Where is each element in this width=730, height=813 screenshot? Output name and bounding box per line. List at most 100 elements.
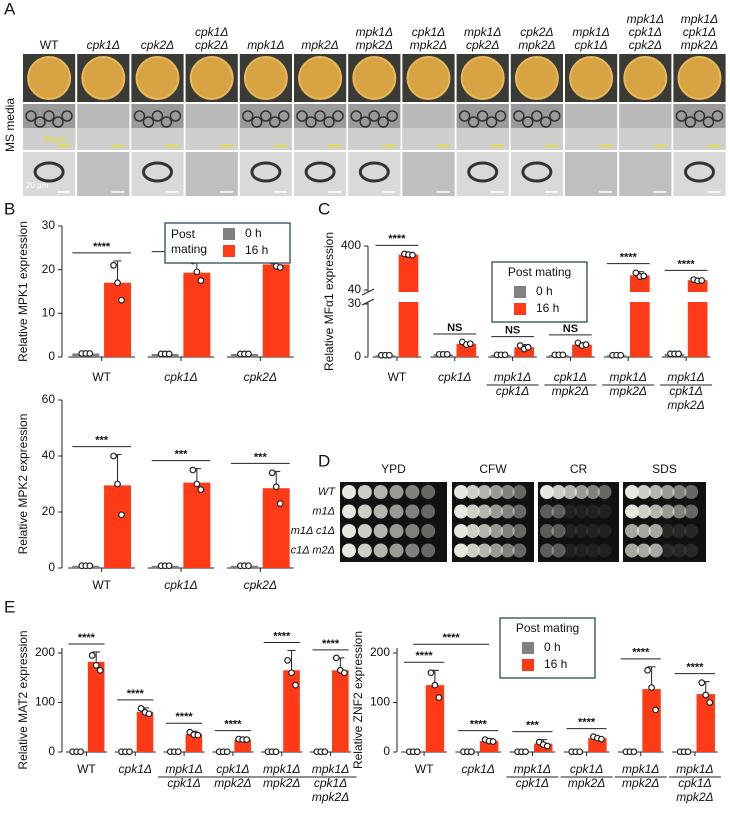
x-tick-label: mpk2Δ <box>622 776 659 790</box>
edge-agar <box>185 128 238 150</box>
edge-agar <box>565 128 618 150</box>
data-point <box>126 748 133 756</box>
significance-label: **** <box>443 632 461 644</box>
hypha <box>278 110 290 122</box>
x-tick-label: mpk1Δ <box>312 762 349 776</box>
hypha <box>485 116 498 128</box>
x-tick-label: cpk2Δ <box>244 578 277 592</box>
spot <box>373 504 388 519</box>
spot <box>574 543 589 558</box>
strain-label: mpk2Δ <box>518 38 555 52</box>
x-tick-label: cpk1Δ <box>462 762 495 776</box>
hypha <box>531 110 543 122</box>
spot <box>489 524 503 538</box>
legend-label: 16 h <box>245 243 268 257</box>
spot <box>489 543 503 558</box>
spot <box>389 543 404 558</box>
data-point <box>321 748 329 756</box>
legend-swatch <box>522 659 534 671</box>
hypha <box>133 110 146 122</box>
y-tick-label: 20 <box>42 504 56 518</box>
hypha <box>332 110 344 122</box>
data-point <box>245 350 252 358</box>
spot <box>500 543 515 558</box>
colony <box>81 56 126 100</box>
data-point <box>272 748 280 756</box>
spot <box>574 524 589 538</box>
significance-label: NS <box>505 325 520 337</box>
bar <box>642 689 661 752</box>
bar <box>183 482 211 568</box>
spot <box>421 504 436 519</box>
hypha <box>684 116 697 128</box>
x-tick-label: cpk1Δ <box>554 370 587 384</box>
spot <box>672 504 687 519</box>
bar <box>183 272 211 357</box>
cell-cluster <box>521 161 553 183</box>
spot <box>454 543 468 558</box>
spot <box>540 524 554 538</box>
spot <box>551 504 566 519</box>
strain-label: cpk1Δ <box>629 25 662 39</box>
spot <box>512 543 527 558</box>
data-point <box>110 452 117 460</box>
significance-label: *** <box>254 451 268 463</box>
significance-label: **** <box>686 662 704 674</box>
legend-swatch <box>514 303 526 315</box>
spot <box>477 504 492 519</box>
data-point <box>292 681 299 689</box>
hypha <box>494 110 507 122</box>
spot <box>648 485 663 499</box>
spot <box>477 485 492 499</box>
data-point <box>118 296 125 304</box>
strain-label: cpk2Δ <box>195 38 228 52</box>
hypha <box>242 110 254 122</box>
cell-image <box>510 152 563 196</box>
cell-cluster <box>358 161 390 183</box>
x-tick-label: mpk1Δ <box>667 370 704 384</box>
bar <box>185 734 203 752</box>
hypha <box>61 110 73 122</box>
significance-label: **** <box>78 632 96 644</box>
cell-cluster <box>467 161 499 183</box>
edge-agar <box>239 128 292 150</box>
data-point <box>632 269 640 277</box>
bar <box>262 264 290 357</box>
hypha <box>540 116 552 128</box>
panel-letter: D <box>318 451 330 470</box>
data-point <box>648 684 655 692</box>
hypha <box>377 116 389 128</box>
spot <box>684 543 699 558</box>
x-tick-label: mpk1Δ <box>165 762 202 776</box>
data-point <box>194 731 202 739</box>
data-point <box>88 652 96 659</box>
hypha <box>522 116 534 128</box>
strain-label: mpk1Δ <box>572 25 609 39</box>
scale-label: 20 µm <box>26 181 49 190</box>
spot <box>636 524 651 538</box>
x-tick-label: WT <box>92 578 111 592</box>
strain-label: mpk2Δ <box>301 38 338 52</box>
data-point <box>223 748 231 756</box>
spot <box>421 524 436 538</box>
spot <box>342 485 356 499</box>
hypha <box>160 116 173 128</box>
panel-letter: E <box>4 597 15 616</box>
x-tick-label: WT <box>388 370 407 384</box>
edge-agar <box>77 128 130 150</box>
spot <box>389 504 404 519</box>
spot <box>389 524 404 538</box>
data-point <box>243 736 251 744</box>
spot <box>563 543 577 558</box>
data-point <box>617 351 625 359</box>
x-tick-label: mpk2Δ <box>312 790 349 804</box>
cell-image <box>565 152 618 196</box>
hypha <box>359 116 371 128</box>
cell-image <box>23 152 76 196</box>
significance-label: **** <box>470 719 488 731</box>
spot <box>563 485 577 499</box>
spot <box>660 485 675 499</box>
bar <box>696 694 715 752</box>
cell-cluster <box>684 161 715 183</box>
data-point <box>118 511 125 519</box>
